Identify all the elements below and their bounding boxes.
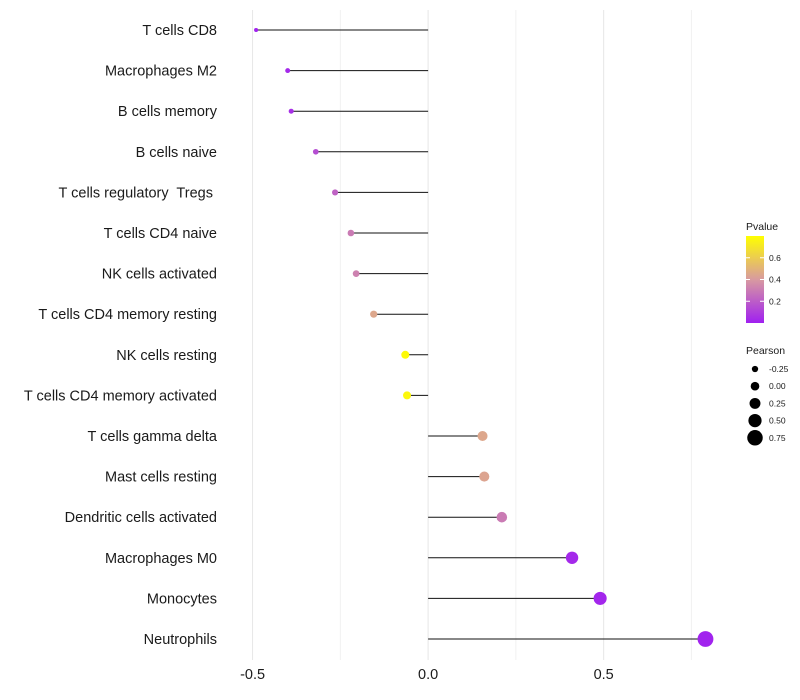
grid-layer bbox=[252, 10, 692, 660]
size-legend-label: -0.25 bbox=[769, 364, 789, 374]
category-label: T cells regulatory Tregs bbox=[59, 185, 218, 201]
category-label: T cells CD4 naive bbox=[104, 226, 217, 242]
lollipop-point bbox=[312, 148, 319, 155]
category-label: B cells naive bbox=[136, 145, 217, 161]
colorbar-tick-label: 0.2 bbox=[769, 296, 781, 306]
size-legend-dot bbox=[751, 365, 759, 373]
lollipop-point bbox=[403, 391, 412, 400]
size-legend-label: 0.00 bbox=[769, 381, 786, 391]
lollipop-point bbox=[288, 108, 294, 114]
lollipop-point bbox=[477, 430, 488, 442]
lollipop-point bbox=[479, 471, 490, 482]
category-label: T cells gamma delta bbox=[88, 429, 218, 445]
category-labels: T cells CD8 Macrophages M2 B cells memory B… bbox=[24, 23, 218, 648]
pvalue-legend: Pvalue 0.2 0.4 0.6 bbox=[746, 221, 781, 323]
size-legend-dot bbox=[747, 430, 763, 446]
lollipop-point bbox=[697, 631, 714, 647]
category-label: Dendritic cells activated bbox=[65, 510, 217, 526]
category-label: T cells CD8 bbox=[142, 23, 217, 39]
size-legend-dot bbox=[749, 397, 761, 409]
point-layer bbox=[254, 27, 714, 647]
size-legend-dot bbox=[748, 414, 762, 428]
colorbar-tick-label: 0.4 bbox=[769, 275, 781, 285]
category-label: B cells memory bbox=[118, 104, 218, 120]
category-label: NK cells activated bbox=[102, 267, 217, 283]
size-legend-label: 0.75 bbox=[769, 433, 786, 443]
category-label: T cells CD4 memory activated bbox=[24, 388, 217, 404]
size-legend-dot bbox=[750, 381, 760, 391]
lollipop-point bbox=[352, 270, 360, 277]
size-legend-label: 0.25 bbox=[769, 398, 786, 408]
lollipop-point bbox=[370, 310, 378, 318]
category-label: Neutrophils bbox=[144, 632, 217, 648]
x-axis-ticks: -0.5 0.0 0.5 bbox=[240, 667, 614, 683]
lollipop-point bbox=[254, 27, 259, 33]
pvalue-colorbar bbox=[746, 236, 764, 323]
lollipop-point bbox=[496, 511, 508, 523]
x-tick-label: -0.5 bbox=[240, 667, 265, 683]
stem-layer bbox=[256, 29, 706, 640]
size-legend-label: 0.50 bbox=[769, 416, 786, 426]
lollipop-point bbox=[285, 68, 291, 74]
lollipop-point bbox=[593, 591, 607, 605]
pearson-legend-title: Pearson bbox=[746, 345, 785, 357]
category-label: NK cells resting bbox=[116, 348, 217, 364]
lollipop-point bbox=[331, 189, 339, 196]
lollipop-point bbox=[401, 350, 410, 359]
category-label: Macrophages M0 bbox=[105, 551, 217, 567]
x-tick-label: 0.5 bbox=[594, 667, 614, 683]
lollipop-point bbox=[565, 551, 579, 564]
lollipop-point bbox=[347, 229, 355, 237]
category-label: T cells CD4 memory resting bbox=[38, 307, 217, 323]
category-label: Monocytes bbox=[147, 591, 217, 607]
category-label: Macrophages M2 bbox=[105, 64, 217, 80]
category-label: Mast cells resting bbox=[105, 470, 217, 486]
colorbar-tick-label: 0.6 bbox=[769, 253, 781, 263]
x-tick-label: 0.0 bbox=[418, 667, 438, 683]
pearson-legend: Pearson -0.25 0.00 0.25 0.50 0.75 bbox=[746, 345, 789, 446]
pvalue-legend-title: Pvalue bbox=[746, 221, 778, 233]
